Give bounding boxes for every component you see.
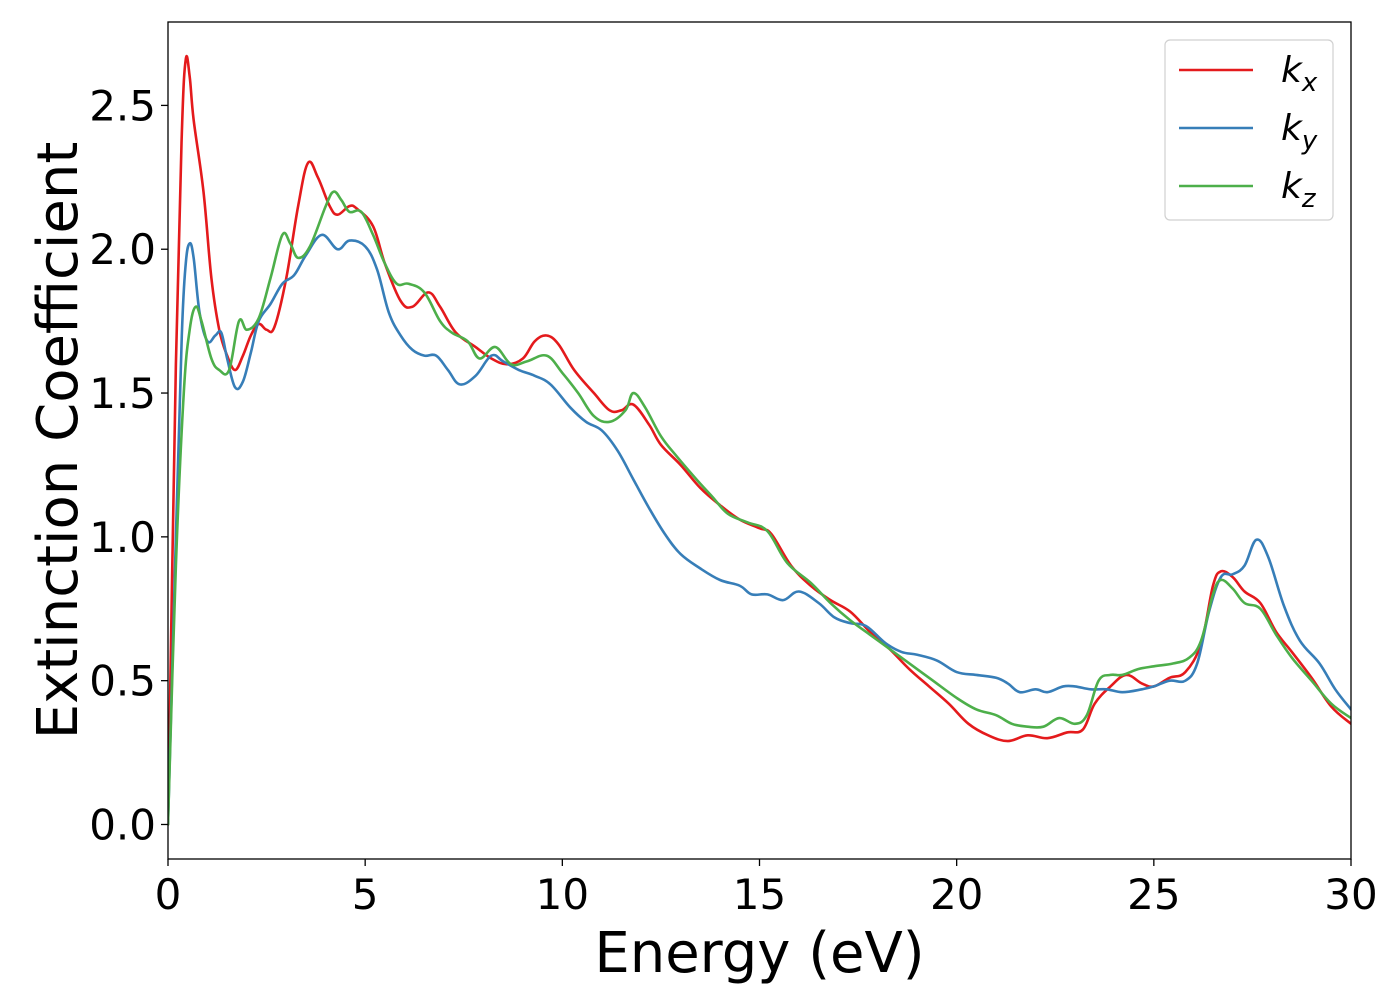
legend-label: ky	[1281, 108, 1318, 156]
y-tick-label: 2.0	[89, 225, 156, 274]
x-axis-ticks: 0 5 10 15 20 25 30	[155, 859, 1378, 919]
legend-box	[1164, 39, 1334, 221]
legend: kx ky kz	[1164, 39, 1334, 221]
x-tick-label: 5	[352, 870, 379, 919]
x-axis-label: Energy (eV)	[594, 921, 924, 986]
series-line-k-y	[168, 233, 1351, 826]
series-line-k-x	[168, 54, 1351, 826]
y-tick-label: 1.0	[89, 513, 156, 562]
x-tick-label: 25	[1127, 870, 1180, 919]
y-tick-label: 2.5	[89, 81, 156, 130]
legend-label: kz	[1281, 166, 1317, 214]
legend-item-k-z: kz	[1179, 166, 1317, 214]
legend-item-k-y: ky	[1179, 108, 1318, 156]
x-tick-label: 30	[1324, 870, 1377, 919]
y-axis-label: Extinction Coefficient	[26, 142, 91, 740]
legend-label: kx	[1281, 50, 1318, 98]
series-line-k-z	[168, 190, 1351, 826]
x-tick-label: 10	[536, 870, 589, 919]
y-tick-label: 0.0	[89, 800, 156, 849]
y-tick-label: 1.5	[89, 369, 156, 418]
y-axis-ticks: 0.0 0.5 1.0 1.5 2.0 2.5	[89, 81, 168, 849]
plot-lines	[168, 54, 1351, 826]
x-tick-label: 20	[930, 870, 983, 919]
x-tick-label: 15	[733, 870, 786, 919]
y-tick-label: 0.5	[89, 657, 156, 706]
legend-item-k-x: kx	[1179, 50, 1318, 98]
x-tick-label: 0	[155, 870, 182, 919]
